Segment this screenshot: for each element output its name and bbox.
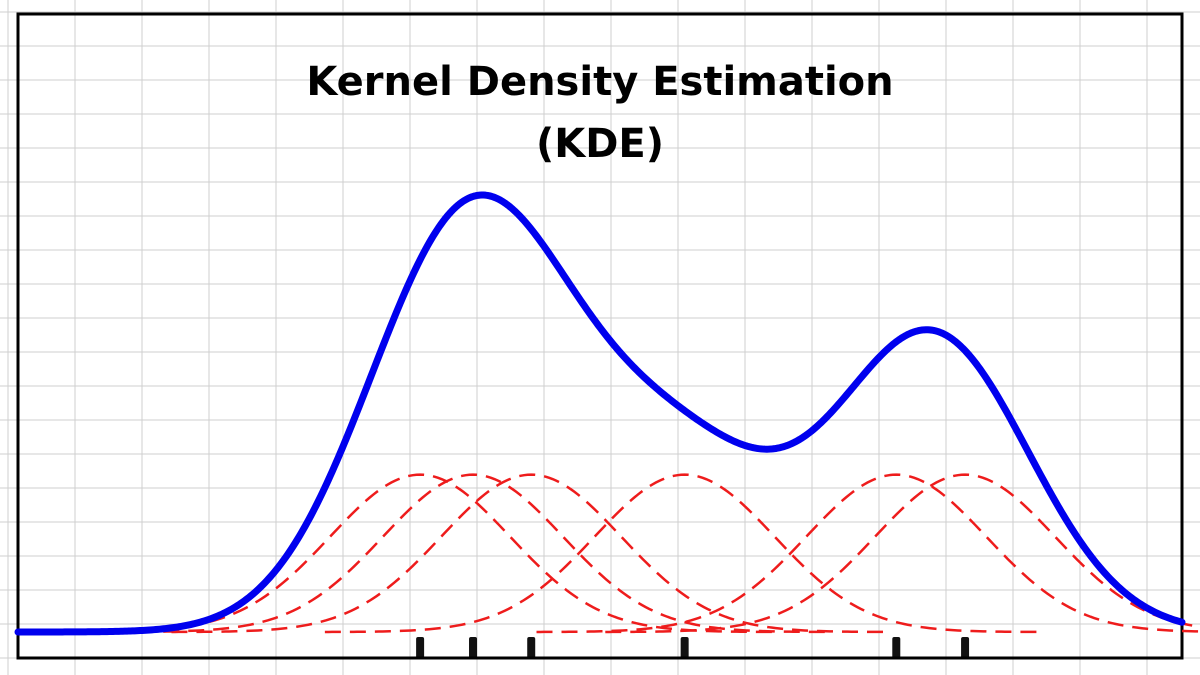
rug-mark-6 xyxy=(961,637,970,659)
rug-mark-1 xyxy=(416,637,425,659)
kernel-curve-1 xyxy=(60,473,780,634)
rug-mark-5 xyxy=(892,637,901,659)
rug-mark-2 xyxy=(469,637,478,659)
chart-frame xyxy=(16,12,1184,660)
kernel-curve-4 xyxy=(324,473,1045,634)
rug-mark-4 xyxy=(680,637,689,659)
kernel-curve-6 xyxy=(605,473,1200,634)
density-curve xyxy=(14,191,1186,636)
kernel-curve-5 xyxy=(536,473,1200,634)
rug-marks xyxy=(416,637,970,659)
chart-title-line2: (KDE) xyxy=(536,121,664,167)
kernel-curves xyxy=(60,473,1200,634)
rug-mark-3 xyxy=(527,637,536,659)
kernel-curve-3 xyxy=(171,473,892,634)
chart-title-line1: Kernel Density Estimation xyxy=(306,59,893,105)
kernel-curve-2 xyxy=(113,473,833,634)
